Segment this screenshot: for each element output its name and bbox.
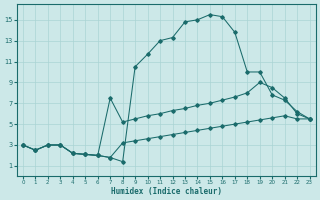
X-axis label: Humidex (Indice chaleur): Humidex (Indice chaleur) (111, 187, 222, 196)
